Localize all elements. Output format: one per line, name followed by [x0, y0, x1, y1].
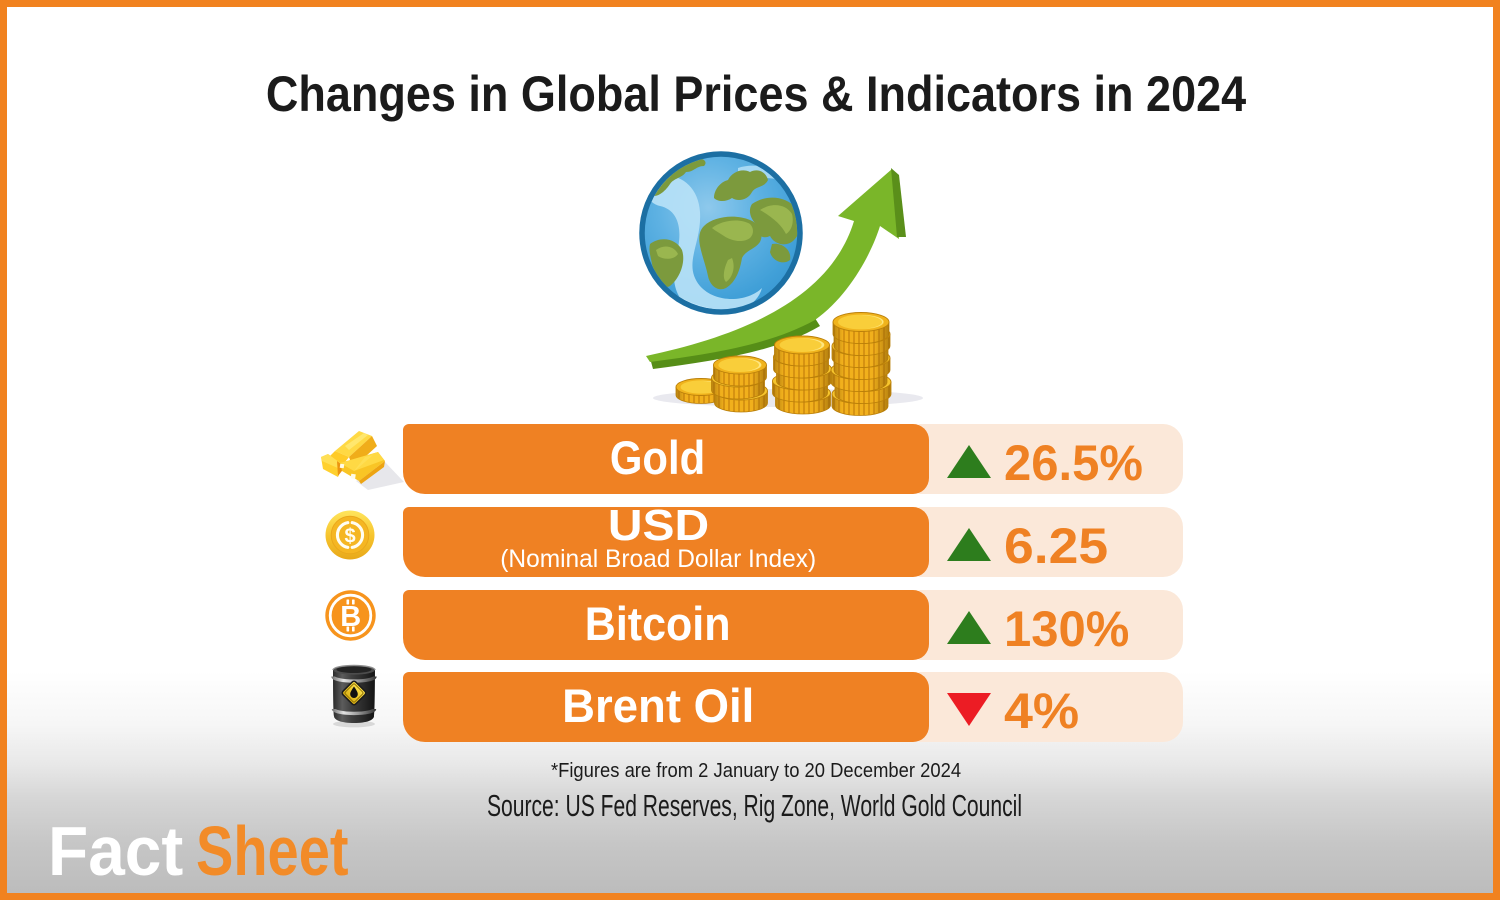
svg-text:$: $ [344, 526, 355, 548]
svg-text:B: B [340, 601, 361, 633]
